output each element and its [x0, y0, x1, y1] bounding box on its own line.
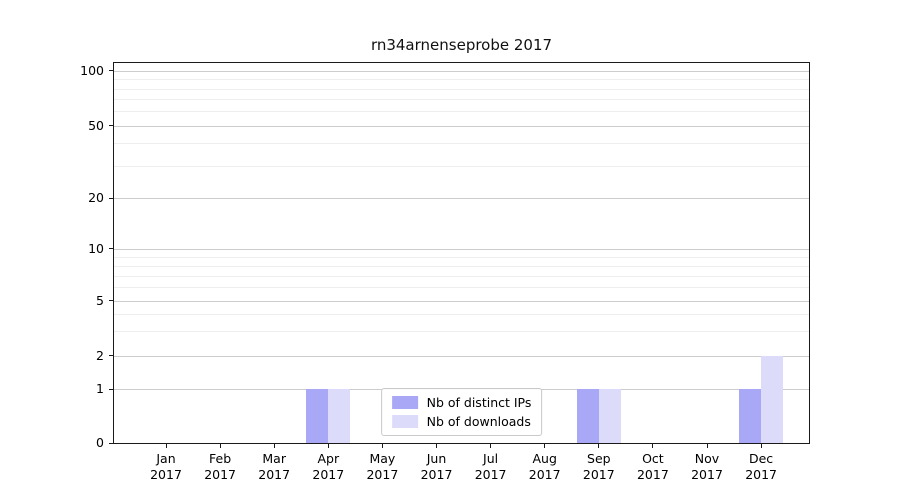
bar-distinct-ips — [306, 389, 329, 443]
x-tick-month: May — [369, 451, 396, 466]
gridline-minor — [114, 287, 809, 289]
x-tick-month: Sep — [587, 451, 611, 466]
legend-label-downloads: Nb of downloads — [426, 414, 531, 429]
bar-distinct-ips — [576, 389, 599, 443]
y-tick-label: 1 — [96, 381, 104, 397]
x-tick-label-jan: Jan 2017 — [138, 451, 194, 483]
x-tick-month: Feb — [209, 451, 232, 466]
x-tick-year: 2017 — [312, 467, 345, 482]
y-tick-label: 100 — [80, 62, 104, 78]
x-tick-mark — [760, 444, 762, 448]
x-tick-year: 2017 — [474, 467, 507, 482]
plot-area: Nb of distinct IPs Nb of downloads — [113, 62, 810, 444]
legend-item-downloads: Nb of downloads — [391, 414, 532, 429]
x-tick-label-jun: Jun 2017 — [409, 451, 465, 483]
y-tick-label: 5 — [96, 292, 104, 308]
x-tick-mark — [381, 444, 383, 448]
x-tick-year: 2017 — [745, 467, 777, 482]
x-tick-month: Jun — [426, 451, 447, 466]
y-tick-mark — [109, 125, 113, 127]
x-tick-year: 2017 — [528, 467, 561, 482]
gridline-minor — [114, 256, 809, 258]
x-tick-mark — [327, 444, 329, 448]
x-tick-label-sep: Sep 2017 — [571, 451, 627, 483]
gridline-major — [114, 198, 809, 200]
y-tick-label: 0 — [96, 435, 104, 450]
x-tick-month: Aug — [532, 451, 557, 466]
x-tick-label-jul: Jul 2017 — [463, 451, 519, 483]
y-tick-mark — [109, 248, 113, 250]
y-tick-label: 20 — [88, 190, 104, 206]
y-tick-mark — [109, 442, 113, 444]
x-tick-label-nov: Nov 2017 — [679, 451, 735, 483]
gridline-minor — [114, 314, 809, 316]
x-tick-year: 2017 — [636, 467, 669, 482]
gridline-minor — [114, 331, 809, 333]
x-tick-mark — [273, 444, 275, 448]
x-tick-mark — [706, 444, 708, 448]
bar-distinct-ips — [739, 389, 762, 443]
y-tick-mark — [109, 197, 113, 199]
gridline-minor — [114, 79, 809, 81]
x-tick-year: 2017 — [204, 467, 236, 482]
x-tick-month: Dec — [748, 451, 774, 466]
x-tick-year: 2017 — [420, 467, 453, 482]
y-tick-mark — [109, 70, 113, 72]
x-tick-month: Apr — [317, 451, 340, 466]
gridline-major — [114, 300, 809, 302]
x-tick-year: 2017 — [366, 467, 399, 482]
x-tick-mark — [490, 444, 492, 448]
x-tick-label-mar: Mar 2017 — [246, 451, 302, 483]
x-tick-label-dec: Dec 2017 — [733, 451, 789, 483]
y-tick-mark — [109, 355, 113, 357]
x-tick-mark — [165, 444, 167, 448]
x-tick-label-apr: Apr 2017 — [300, 451, 356, 483]
x-tick-label-may: May 2017 — [354, 451, 410, 483]
legend-label-distinct-ips: Nb of distinct IPs — [426, 395, 532, 410]
x-tick-month: Mar — [262, 451, 286, 466]
gridline-major — [114, 125, 809, 127]
y-tick-label: 50 — [88, 117, 104, 133]
x-tick-mark — [219, 444, 221, 448]
x-tick-month: Oct — [642, 451, 664, 466]
x-tick-label-feb: Feb 2017 — [192, 451, 248, 483]
gridline-major — [114, 248, 809, 250]
legend-swatch-distinct-ips — [391, 396, 418, 409]
y-tick-mark — [109, 300, 113, 302]
x-tick-year: 2017 — [258, 467, 291, 482]
gridline-major — [114, 355, 809, 357]
gridline-minor — [114, 166, 809, 168]
x-tick-year: 2017 — [691, 467, 723, 482]
x-tick-mark — [652, 444, 654, 448]
x-tick-month: Nov — [694, 451, 720, 466]
x-tick-year: 2017 — [150, 467, 182, 482]
legend: Nb of distinct IPs Nb of downloads — [380, 388, 543, 436]
gridline-minor — [114, 88, 809, 90]
bar-downloads — [598, 389, 621, 443]
gridline-minor — [114, 143, 809, 145]
x-tick-mark — [436, 444, 437, 448]
gridline-minor — [114, 99, 809, 101]
legend-item-distinct-ips: Nb of distinct IPs — [391, 395, 532, 410]
gridline-minor — [114, 111, 809, 113]
y-tick-label: 2 — [96, 347, 104, 363]
legend-swatch-downloads — [391, 415, 418, 428]
x-tick-mark — [598, 444, 600, 448]
bar-downloads — [328, 389, 351, 443]
y-tick-mark — [109, 388, 113, 390]
x-tick-month: Jan — [156, 451, 176, 466]
x-tick-label-oct: Oct 2017 — [625, 451, 681, 483]
gridline-major — [114, 70, 809, 72]
x-tick-mark — [544, 444, 546, 448]
gridline-minor — [114, 275, 809, 277]
x-tick-label-aug: Aug 2017 — [517, 451, 573, 483]
gridline-minor — [114, 265, 809, 267]
bar-downloads — [761, 355, 784, 443]
y-tick-label: 10 — [88, 240, 104, 256]
x-tick-year: 2017 — [582, 467, 615, 482]
chart-title: rn34arnenseprobe 2017 — [370, 36, 553, 54]
x-tick-month: Jul — [483, 451, 499, 466]
